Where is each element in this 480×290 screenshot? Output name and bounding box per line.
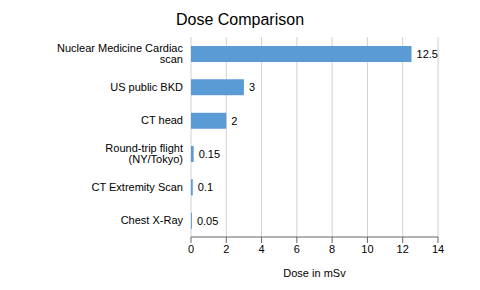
svg-text:Nuclear Medicine Cardiacscan: Nuclear Medicine Cardiacscan: [57, 42, 183, 65]
svg-text:12: 12: [397, 243, 409, 255]
svg-text:0.05: 0.05: [197, 215, 218, 227]
svg-text:US public BKD: US public BKD: [110, 81, 183, 93]
svg-text:12.5: 12.5: [417, 48, 438, 60]
svg-text:CT head: CT head: [141, 114, 183, 126]
svg-text:0: 0: [188, 243, 194, 255]
svg-text:4: 4: [259, 243, 265, 255]
svg-text:Dose in mSv: Dose in mSv: [283, 267, 346, 279]
html-text:Dose Comparison: Dose Comparison: [176, 11, 304, 28]
svg-text:3: 3: [249, 81, 255, 93]
svg-text:6: 6: [294, 243, 300, 255]
svg-text:8: 8: [329, 243, 335, 255]
svg-text:2: 2: [231, 115, 237, 127]
svg-text:2: 2: [223, 243, 229, 255]
svg-text:Round-trip flight(NY/Tokyo): Round-trip flight(NY/Tokyo): [105, 142, 183, 165]
svg-text:0.15: 0.15: [199, 148, 220, 160]
svg-text:CT Extremity Scan: CT Extremity Scan: [92, 181, 184, 193]
svg-text:10: 10: [361, 243, 373, 255]
svg-text:14: 14: [432, 243, 444, 255]
svg-text:Chest X-Ray: Chest X-Ray: [121, 214, 184, 226]
svg-text:0.1: 0.1: [198, 181, 213, 193]
